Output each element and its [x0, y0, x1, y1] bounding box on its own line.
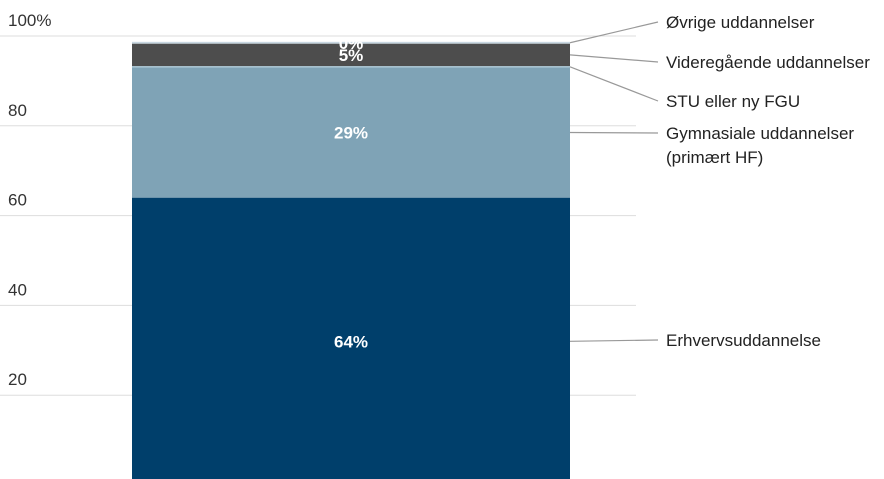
- y-tick-label: 60: [8, 191, 27, 210]
- bar-segments: [132, 41, 570, 479]
- bar-segment-videreg-ende-uddannelser: [132, 43, 570, 67]
- legend: Erhvervsuddannelse Gymnasiale uddannelser…: [569, 13, 870, 350]
- leader-line-videreg-ende-uddannelser: [569, 54, 659, 63]
- legend-label-videreg-ende-uddannelser: Videregående uddannelser: [666, 53, 870, 72]
- legend-label-gymnasiale-uddannelser-prim-rt-hf: (primært HF): [666, 148, 763, 167]
- legend-label-erhvervsuddannelse: Erhvervsuddannelse: [666, 331, 821, 350]
- legend-label-vrige-uddannelser: Øvrige uddannelser: [666, 13, 815, 32]
- y-tick-label: 100%: [8, 11, 51, 30]
- bar-segment-erhvervsuddannelse: [132, 197, 570, 479]
- bar-segment-stu-eller-ny-fgu: [132, 66, 570, 68]
- segment-value-label: 0%: [339, 34, 364, 53]
- segment-value-label: 29%: [334, 124, 368, 143]
- bar-segment-vrige-uddannelser: [132, 41, 570, 44]
- legend-label-gymnasiale-uddannelser-prim-rt-hf: Gymnasiale uddannelser: [666, 124, 854, 143]
- legend-label-stu-eller-ny-fgu: STU eller ny FGU: [666, 92, 800, 111]
- leader-line-stu-eller-ny-fgu: [569, 66, 659, 102]
- segment-value-label: 5%: [339, 46, 364, 65]
- y-tick-label: 20: [8, 370, 27, 389]
- bar-segment-gymnasiale-uddannelser-prim-rt-hf: [132, 67, 570, 198]
- y-tick-label: 80: [8, 101, 27, 120]
- segment-value-label: 64%: [334, 332, 368, 351]
- y-axis-ticks: 20 40 60 80 100%: [8, 11, 51, 389]
- leader-line-vrige-uddannelser: [569, 21, 659, 44]
- y-tick-label: 40: [8, 280, 27, 299]
- leader-line-erhvervsuddannelse: [569, 339, 659, 342]
- segment-labels: 64% 29% 5%0%: [334, 34, 368, 351]
